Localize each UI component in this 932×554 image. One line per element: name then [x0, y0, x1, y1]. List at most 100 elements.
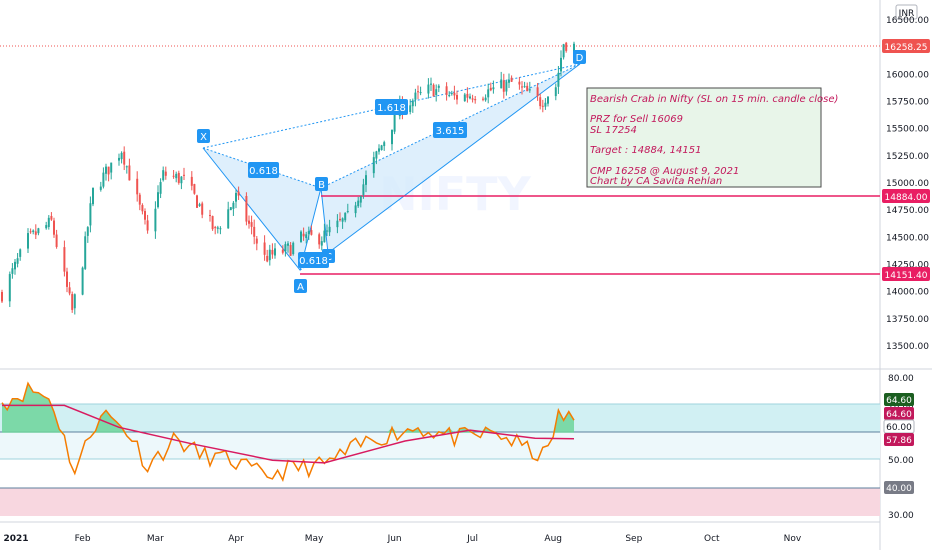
- candle-body: [268, 249, 271, 261]
- target1-tag: 14884.00: [882, 189, 930, 203]
- candle-body: [29, 231, 32, 233]
- candle-body: [287, 243, 289, 246]
- candle-body: [487, 89, 490, 98]
- candle-body: [302, 233, 305, 237]
- candle-body: [216, 227, 219, 229]
- pattern-point-d[interactable]: D: [573, 50, 586, 64]
- candle-body: [500, 79, 503, 89]
- pattern-bcd-fill: [321, 64, 580, 253]
- price-tick-label: 15750.00: [886, 98, 929, 108]
- candle-body: [359, 196, 362, 203]
- rsi-axis[interactable]: 80.00 70.00 50.00 30.00: [888, 374, 914, 521]
- candle-body: [253, 226, 256, 237]
- candle-body: [565, 42, 568, 51]
- candle-body: [89, 203, 92, 226]
- candle-body: [554, 87, 557, 97]
- candle-body: [547, 96, 549, 104]
- candle-body: [430, 83, 432, 85]
- candle-body: [560, 57, 562, 72]
- candle-body: [320, 241, 323, 246]
- candle-body: [437, 85, 440, 88]
- candle-body: [211, 216, 214, 230]
- candle-body: [214, 227, 217, 229]
- rsi-zones: [0, 403, 880, 516]
- candle-body: [209, 215, 211, 217]
- candle-body: [19, 249, 22, 257]
- candle-body: [326, 230, 328, 232]
- candle-body: [32, 230, 35, 233]
- candle-body: [141, 205, 144, 212]
- candle-body: [489, 87, 492, 91]
- price-tick-label: 15500.00: [886, 125, 929, 135]
- candle-body: [118, 157, 120, 161]
- rsi-ma-tag-b: 57.86: [884, 433, 914, 446]
- currency-badge: [895, 4, 918, 20]
- candle-body: [305, 234, 308, 238]
- annotation-box[interactable]: Bearish Crab in Nifty (SL on 15 min. can…: [586, 87, 838, 188]
- candle-body: [235, 192, 237, 202]
- pattern-label-x: X: [200, 132, 207, 143]
- candle-body: [448, 94, 451, 96]
- pattern-point-b[interactable]: B: [315, 177, 328, 191]
- rsi-level60-text: 60.00: [886, 423, 912, 433]
- target1-text: 14884.00: [885, 193, 928, 203]
- candle-body: [536, 87, 539, 97]
- time-axis[interactable]: 2021 Feb Mar Apr May Jun Jul Aug Sep Oct Nov: [3, 534, 801, 544]
- candle-body: [393, 113, 396, 132]
- candle-body: [523, 86, 526, 88]
- candle-body: [237, 191, 240, 196]
- rsi-ma-a-text: 64.60: [886, 410, 912, 420]
- candle-body: [456, 94, 458, 100]
- pattern-label-d: D: [576, 53, 584, 64]
- candle-body: [190, 176, 193, 186]
- candle-body: [138, 194, 141, 205]
- pattern-point-a[interactable]: A: [294, 279, 307, 293]
- candle-body: [528, 89, 531, 91]
- candle-body: [474, 99, 477, 101]
- rsi-ma-b-text: 57.86: [886, 436, 912, 446]
- candle-body: [341, 218, 344, 222]
- candle-body: [508, 79, 510, 83]
- ratio-xb: 0.618: [248, 162, 279, 178]
- rsi-zone-upper: [0, 404, 880, 432]
- candle-body: [229, 207, 232, 211]
- candle-body: [557, 72, 560, 87]
- ratio-bd: 3.615: [433, 122, 467, 138]
- rsi-zone-lower: [0, 488, 880, 516]
- rsi-level40-tag: 40.00: [884, 481, 914, 494]
- candle-body: [66, 271, 68, 287]
- currency-label: INR: [899, 9, 915, 19]
- candle-body: [541, 105, 544, 107]
- candle-body: [544, 102, 547, 107]
- candle-body: [492, 87, 495, 90]
- candle-body: [482, 98, 484, 100]
- price-tick-label: 16000.00: [886, 70, 929, 80]
- candle-body: [255, 238, 258, 244]
- candle-body: [435, 89, 438, 96]
- pattern-point-x[interactable]: X: [197, 129, 210, 143]
- candle-body: [14, 261, 16, 270]
- candle-body: [107, 166, 110, 175]
- rsi-zone-middle: [0, 432, 880, 459]
- price-tick-label: 16500.00: [886, 16, 929, 26]
- candle-body: [68, 287, 71, 294]
- candle-body: [378, 148, 380, 152]
- candle-body: [466, 93, 469, 98]
- candle-body: [34, 231, 37, 235]
- ratio-ac-text: 0.618: [299, 256, 328, 267]
- candle-body: [391, 129, 393, 145]
- rsi-value-tag: 64.60: [884, 393, 914, 406]
- annotation-prz: PRZ for Sell 16069: [590, 114, 683, 125]
- candle-body: [372, 157, 375, 174]
- candle-body: [55, 234, 58, 247]
- annotation-cmp: CMP 16258 @ August 9, 2021: [590, 166, 739, 177]
- ratio-xd-text: 1.618: [377, 103, 406, 114]
- candle-body: [102, 172, 105, 187]
- time-tick-label: Jun: [387, 534, 402, 544]
- candle-body: [50, 215, 53, 220]
- price-tick-label: 14000.00: [886, 288, 929, 298]
- rsi-indicator[interactable]: [1, 381, 575, 483]
- candle-body: [146, 220, 149, 231]
- candle-body: [27, 233, 29, 249]
